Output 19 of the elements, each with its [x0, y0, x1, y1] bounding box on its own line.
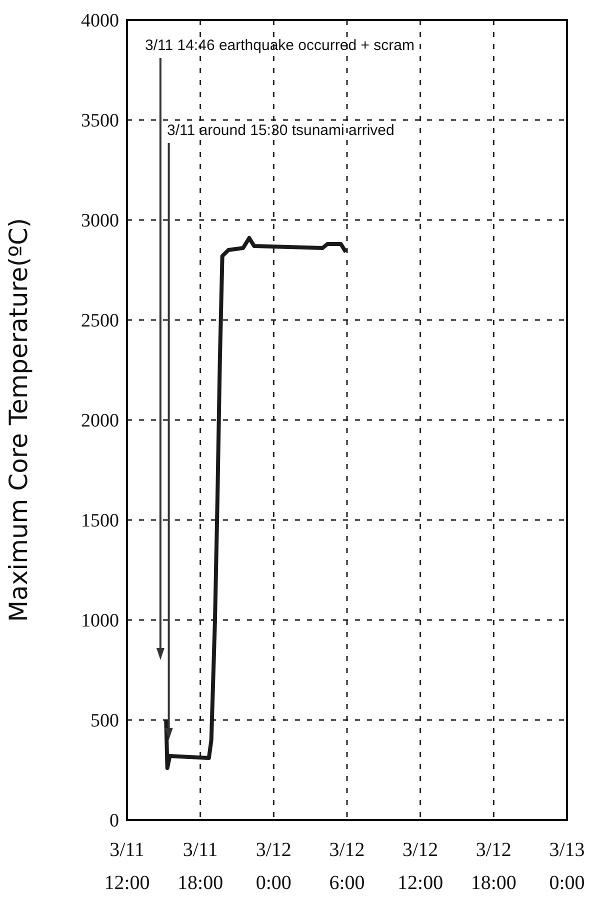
annotation: 3/11 around 15:30 tsunami arrived [167, 122, 394, 139]
x-tick-label: 3/12 18:00 [470, 839, 516, 894]
y-tick-label: 2000 [81, 410, 119, 432]
y-tick-label: 1000 [81, 610, 119, 632]
x-tick-label: 3/12 0:00 [256, 839, 292, 894]
annotation: 3/11 14:46 earthquake occurred + scram [145, 37, 414, 54]
y-tick-label: 0 [110, 810, 119, 832]
y-tick-label: 3000 [81, 210, 119, 232]
x-tick-label: 3/12 6:00 [329, 839, 365, 894]
x-tick-label: 3/11 12:00 [104, 839, 150, 894]
y-tick-label: 1500 [81, 510, 119, 532]
x-tick-label: 3/13 0:00 [549, 839, 585, 894]
y-tick-label: 4000 [81, 10, 119, 32]
y-tick-label: 3500 [81, 110, 119, 132]
x-tick-label: 3/11 18:00 [178, 839, 224, 894]
y-axis-title: Maximum Core Temperature(ºC) [4, 218, 33, 622]
y-tick-label: 2500 [81, 310, 119, 332]
y-tick-label: 500 [90, 710, 119, 732]
x-tick-label: 3/12 12:00 [398, 839, 444, 894]
